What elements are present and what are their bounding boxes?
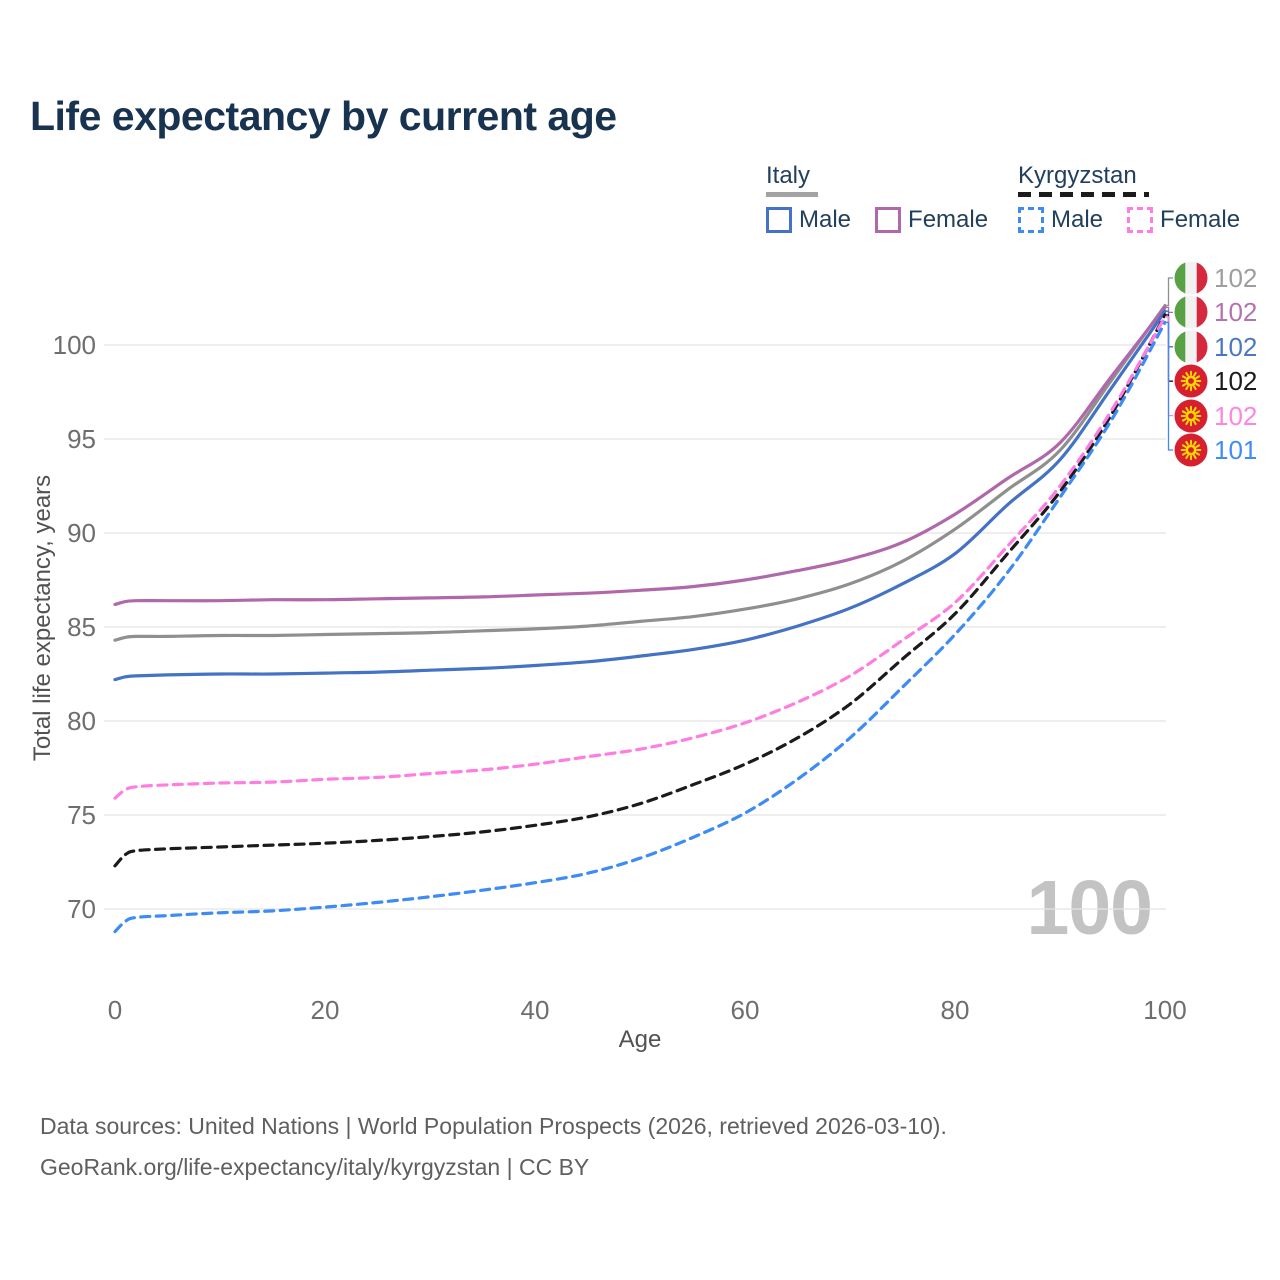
- series-connector-italy-male: [1165, 310, 1173, 348]
- legend-item-kyrgyzstan-male[interactable]: Male: [1018, 206, 1103, 234]
- end-label-value: 102: [1214, 331, 1258, 362]
- legend-item-italy-female[interactable]: Female: [875, 206, 988, 234]
- legend-item-label: Male: [1051, 206, 1104, 233]
- series-connector-kyrgyzstan-both: [1165, 314, 1173, 382]
- legend-group-kyrgyzstan: Kyrgyzstan Male Female: [1018, 163, 1240, 234]
- x-tick-label: 40: [520, 995, 550, 1025]
- legend-item-label: Male: [799, 206, 852, 233]
- legend-item-label: Female: [1160, 206, 1241, 233]
- series-connector-kyrgyzstan-female: [1165, 316, 1173, 417]
- end-label-value: 101: [1214, 435, 1258, 465]
- italy-flag-icon: [1174, 295, 1208, 329]
- kyrgyzstan-flag-icon: [1174, 433, 1208, 467]
- chart-title: Life expectancy by current age: [30, 93, 617, 139]
- kyrgyzstan-flag-icon: [1174, 399, 1208, 433]
- series-line-italy-female: [113, 305, 1167, 606]
- kyrgyzstan-flag-icon: [1174, 364, 1208, 398]
- legend-country-label-italy: Italy: [766, 162, 811, 189]
- y-tick-label: 75: [67, 800, 96, 830]
- footer-data-sources: Data sources: United Nations | World Pop…: [40, 1113, 947, 1139]
- legend-group-italy: Italy Male Female: [766, 163, 988, 234]
- end-label-row-kyrgyzstan-male: 101: [1174, 433, 1257, 467]
- legend-item-label: Female: [908, 206, 989, 233]
- x-tick-label: 100: [1143, 995, 1187, 1025]
- y-tick-label: 85: [67, 612, 96, 642]
- end-label-row-kyrgyzstan-both: 102: [1174, 364, 1257, 398]
- legend-swatch-italy-male: [766, 207, 792, 233]
- legend-underline-italy: [766, 192, 818, 197]
- y-tick-label: 95: [67, 424, 96, 454]
- x-tick-label: 60: [730, 995, 760, 1025]
- end-label-row-italy-both: 102: [1174, 261, 1257, 295]
- legend-item-kyrgyzstan-female[interactable]: Female: [1127, 206, 1240, 234]
- legend-swatch-italy-female: [875, 207, 902, 233]
- end-label-value: 102: [1214, 263, 1258, 293]
- end-label-row-italy-male: 102: [1174, 330, 1257, 364]
- series-connector-kyrgyzstan-male: [1165, 321, 1173, 451]
- x-tick-label: 80: [940, 995, 970, 1025]
- series-line-kyrgyzstan-both: [113, 313, 1167, 868]
- end-label-value: 102: [1214, 366, 1258, 397]
- footer-attribution-url: GeoRank.org/life-expectancy/italy/kyrgyz…: [40, 1154, 590, 1180]
- series-line-italy-male: [113, 309, 1167, 682]
- x-tick-label: 20: [310, 995, 340, 1025]
- italy-flag-icon: [1174, 330, 1208, 364]
- series-line-kyrgyzstan-female: [113, 315, 1167, 800]
- y-tick-label: 90: [67, 518, 96, 548]
- y-tick-label: 80: [67, 706, 96, 736]
- x-axis-title: Age: [618, 1026, 662, 1053]
- legend-swatch-kyrgyzstan-male: [1018, 207, 1044, 233]
- series-line-kyrgyzstan-male: [113, 320, 1167, 934]
- end-label-value: 102: [1214, 400, 1258, 431]
- end-label-row-italy-female: 102: [1174, 295, 1257, 329]
- footer: Data sources: United Nations | World Pop…: [40, 1106, 947, 1188]
- series-line-italy-both: [113, 303, 1167, 642]
- y-tick-label: 100: [52, 330, 96, 360]
- end-label-value: 102: [1214, 297, 1258, 328]
- italy-flag-icon: [1174, 261, 1208, 295]
- series-connector-italy-both: [1165, 277, 1173, 307]
- y-tick-label: 70: [67, 894, 96, 924]
- x-tick-label: 0: [107, 995, 123, 1025]
- age-counter-watermark: 100: [1026, 865, 1153, 951]
- end-label-row-kyrgyzstan-female: 102: [1174, 399, 1257, 433]
- legend-underline-kyrgyzstan: [1018, 192, 1149, 197]
- legend-swatch-kyrgyzstan-female: [1127, 207, 1154, 233]
- legend-item-italy-male[interactable]: Male: [766, 206, 851, 234]
- series-connector-italy-female: [1165, 306, 1173, 314]
- legend-country-label-kyrgyzstan: Kyrgyzstan: [1018, 162, 1137, 189]
